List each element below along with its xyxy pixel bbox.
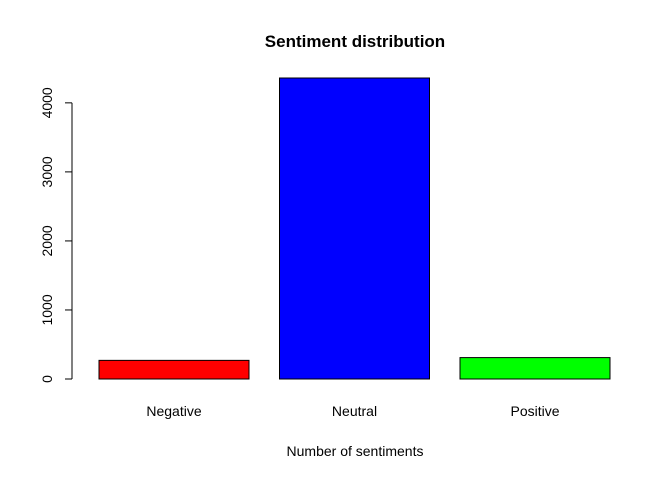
y-tick-label-2000: 2000 (39, 225, 55, 256)
y-tick-label-0: 0 (39, 375, 55, 383)
bar-negative (98, 359, 250, 380)
x-axis-label: Number of sentiments (287, 443, 424, 459)
x-tick-label-negative: Negative (146, 403, 201, 419)
y-tick-label-4000: 4000 (39, 87, 55, 118)
x-tick-label-neutral: Neutral (332, 403, 377, 419)
y-tick-label-1000: 1000 (39, 294, 55, 325)
bars (98, 77, 611, 380)
x-tick-label-positive: Positive (510, 403, 559, 419)
y-axis: 0 1000 2000 3000 4000 (39, 87, 73, 383)
y-tick-label-3000: 3000 (39, 156, 55, 187)
x-tick-labels: Negative Neutral Positive (146, 403, 559, 419)
bar-positive (459, 357, 611, 380)
chart-title: Sentiment distribution (265, 32, 445, 51)
bar-neutral (279, 77, 430, 380)
